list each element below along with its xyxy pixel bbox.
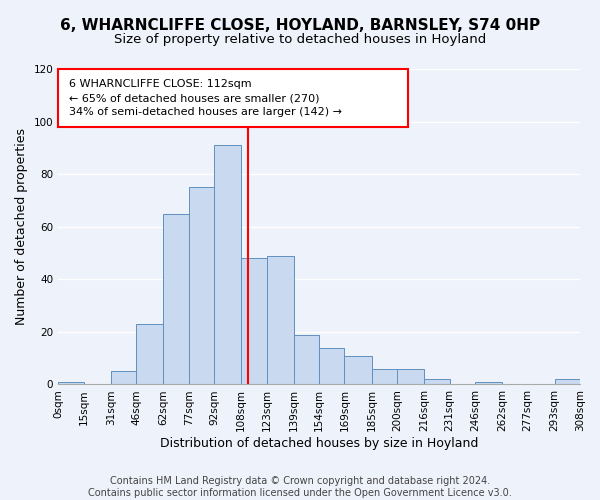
Bar xyxy=(214,145,241,384)
FancyBboxPatch shape xyxy=(58,69,408,128)
Text: 6, WHARNCLIFFE CLOSE, HOYLAND, BARNSLEY, S74 0HP: 6, WHARNCLIFFE CLOSE, HOYLAND, BARNSLEY,… xyxy=(60,18,540,32)
Bar xyxy=(163,214,188,384)
X-axis label: Distribution of detached houses by size in Hoyland: Distribution of detached houses by size … xyxy=(160,437,478,450)
Text: Size of property relative to detached houses in Hoyland: Size of property relative to detached ho… xyxy=(114,32,486,46)
Bar xyxy=(188,188,214,384)
Text: Contains HM Land Registry data © Crown copyright and database right 2024.
Contai: Contains HM Land Registry data © Crown c… xyxy=(88,476,512,498)
Bar xyxy=(554,379,580,384)
Bar xyxy=(397,368,424,384)
Y-axis label: Number of detached properties: Number of detached properties xyxy=(15,128,28,325)
Bar xyxy=(136,324,163,384)
Bar xyxy=(475,382,502,384)
Bar xyxy=(344,356,371,384)
Bar xyxy=(371,368,397,384)
Bar xyxy=(110,372,136,384)
Bar xyxy=(293,334,319,384)
Bar xyxy=(241,258,266,384)
Bar xyxy=(319,348,344,385)
Bar xyxy=(424,379,449,384)
Bar xyxy=(58,382,83,384)
Text: 6 WHARNCLIFFE CLOSE: 112sqm
← 65% of detached houses are smaller (270)
34% of se: 6 WHARNCLIFFE CLOSE: 112sqm ← 65% of det… xyxy=(68,79,341,117)
Bar xyxy=(266,256,293,384)
